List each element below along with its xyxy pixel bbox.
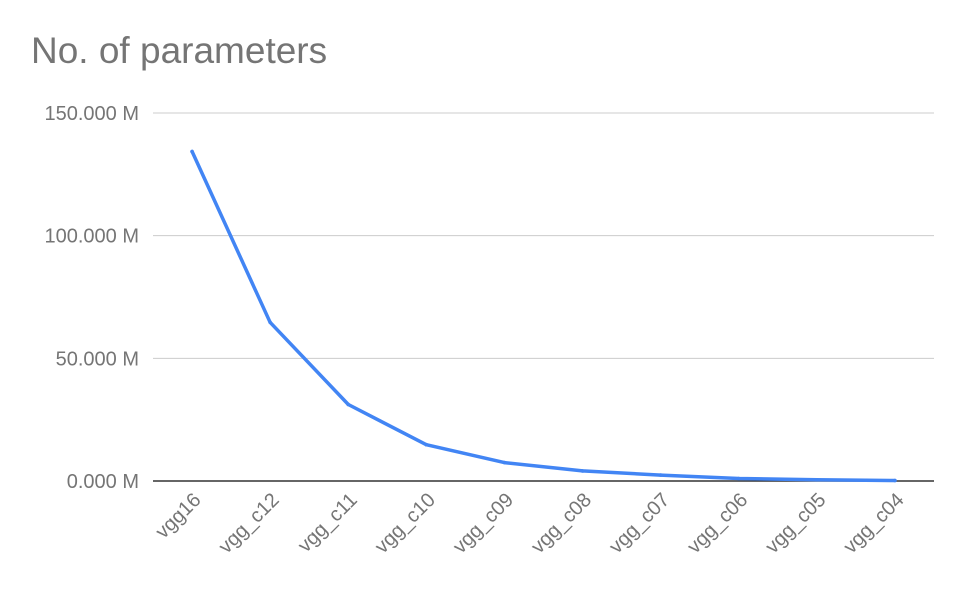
x-tick-label: vgg_c09 (449, 489, 518, 558)
x-tick-label: vgg_c05 (761, 489, 830, 558)
data-point (346, 402, 351, 407)
x-tick-label: vgg_c10 (371, 489, 440, 558)
data-point (736, 476, 741, 481)
data-point (502, 460, 507, 465)
series-line (190, 149, 897, 483)
y-tick-label: 100.000 M (44, 226, 139, 248)
data-point (815, 477, 819, 482)
x-tick-label: vgg_c11 (294, 489, 362, 557)
y-tick-label: 150.000 M (44, 103, 139, 125)
x-tick-label: vgg_c06 (683, 489, 752, 558)
y-tick-label: 50.000 M (56, 348, 139, 370)
data-point (580, 469, 585, 473)
x-tick-label: vgg_c08 (527, 489, 596, 558)
data-point (268, 320, 272, 325)
x-tick-label: vgg_c12 (215, 489, 284, 558)
chart-title: No. of parameters (31, 30, 328, 71)
x-tick-label: vgg16 (151, 489, 205, 543)
y-tick-label: 0.000 M (67, 471, 139, 493)
data-point (190, 149, 194, 154)
data-point (893, 478, 897, 483)
x-tick-label: vgg_c04 (839, 489, 908, 558)
data-point (658, 473, 663, 477)
data-point (424, 442, 429, 447)
x-tick-label: vgg_c07 (605, 489, 674, 558)
